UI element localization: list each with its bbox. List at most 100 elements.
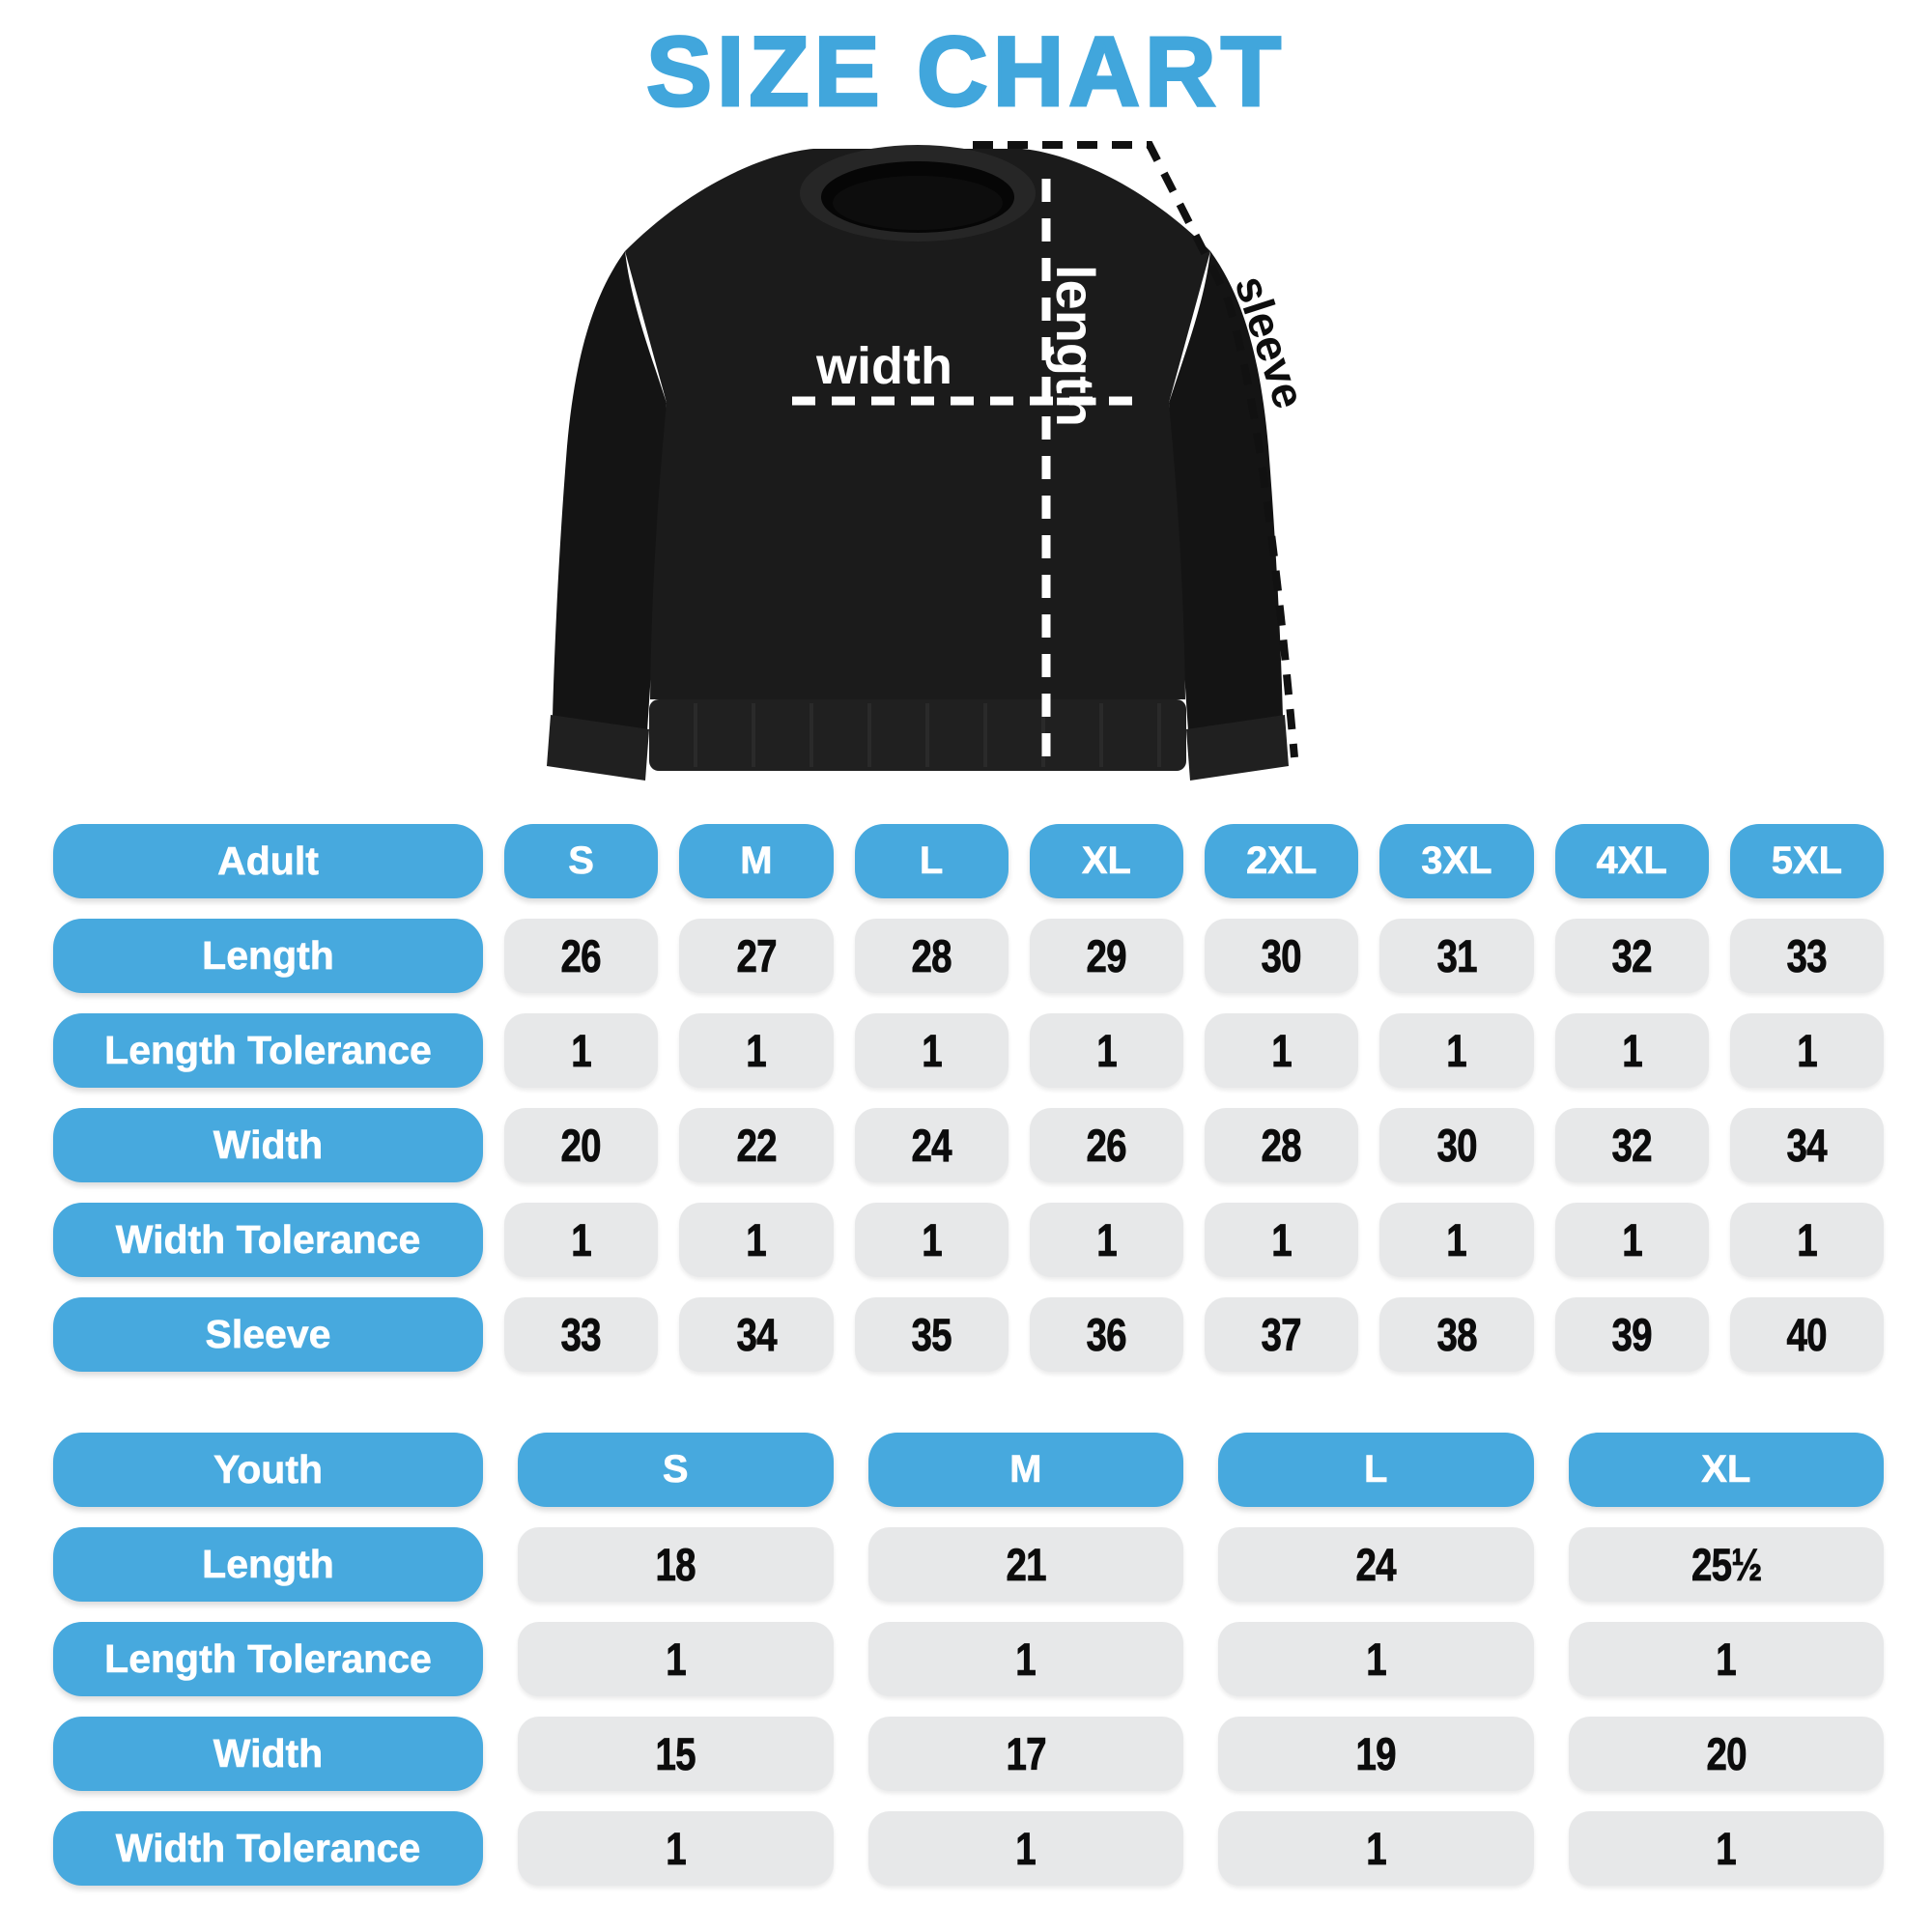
adult-size-table: Adult S M L XL 2XL 3XL 4XL 5XL Length 26… [53,824,1884,1392]
adult-header-row: Adult S M L XL 2XL 3XL 4XL 5XL [53,824,1884,898]
size-cell: 33 [1729,919,1884,993]
cell-value: 28 [1262,1120,1303,1172]
cell-value: 1 [1446,1214,1467,1266]
size-cell: 1 [679,1203,834,1277]
adult-size-col-m: M [679,824,834,898]
cell-value: 37 [1262,1309,1303,1361]
youth-header-row: Youth S M L XL [53,1433,1884,1507]
cell-value: 1 [1365,1823,1387,1875]
cell-value: 1 [746,1214,767,1266]
cell-value: 1 [921,1025,942,1077]
size-cell: 1 [867,1811,1183,1886]
cell-value: 1 [571,1214,592,1266]
sweatshirt-right-cuff [1186,715,1289,781]
cell-value: 39 [1611,1309,1653,1361]
sweatshirt-torso [625,149,1210,699]
size-cell: 29 [1029,919,1183,993]
size-cell: 39 [1554,1297,1709,1372]
cell-value: 1 [1716,1823,1737,1875]
cell-value: 1 [1015,1823,1037,1875]
cell-value: 25½ [1690,1539,1762,1591]
size-cell: 1 [1205,1013,1359,1088]
cell-value: 1 [1365,1634,1387,1686]
adult-width-row: Width 20 22 24 26 28 30 32 34 [53,1108,1884,1182]
cell-value: 27 [736,930,778,982]
cell-value: 26 [561,930,603,982]
cell-value: 24 [911,1120,952,1172]
size-cell: 1 [679,1013,834,1088]
cell-value: 1 [1271,1025,1293,1077]
adult-header-label: Adult [53,824,483,898]
size-cell: 20 [504,1108,659,1182]
size-cell: 1 [1029,1203,1183,1277]
cell-value: 28 [911,930,952,982]
youth-size-col-l: L [1218,1433,1534,1507]
cell-value: 30 [1436,1120,1478,1172]
cell-value: 26 [1086,1120,1127,1172]
row-label: Width Tolerance [53,1203,483,1277]
size-cell: 32 [1554,919,1709,993]
cell-value: 22 [736,1120,778,1172]
youth-size-col-m: M [867,1433,1183,1507]
youth-size-table: Youth S M L XL Length 18 21 24 25½ Lengt… [53,1433,1884,1906]
cell-value: 18 [655,1539,696,1591]
sweatshirt-left-sleeve [553,251,667,731]
cell-value: 40 [1786,1309,1828,1361]
row-label: Length Tolerance [53,1013,483,1088]
size-cell: 36 [1029,1297,1183,1372]
cell-value: 34 [736,1309,778,1361]
size-cell: 1 [1568,1622,1884,1696]
cell-value: 32 [1611,930,1653,982]
sweatshirt-collar-inner-shadow [833,176,1003,230]
cell-value: 29 [1086,930,1127,982]
adult-size-col-4xl: 4XL [1554,824,1709,898]
size-cell: 34 [1729,1108,1884,1182]
adult-width-tolerance-row: Width Tolerance 1 1 1 1 1 1 1 1 [53,1203,1884,1277]
cell-value: 33 [561,1309,603,1361]
adult-size-col-s: S [504,824,659,898]
size-cell: 34 [679,1297,834,1372]
cell-value: 38 [1436,1309,1478,1361]
cell-value: 31 [1436,930,1478,982]
cell-value: 19 [1355,1728,1397,1780]
size-cell: 40 [1729,1297,1884,1372]
size-cell: 18 [518,1527,834,1602]
size-cell: 1 [518,1811,834,1886]
width-label: width [815,337,952,395]
adult-size-col-3xl: 3XL [1379,824,1534,898]
row-label: Length [53,1527,483,1602]
size-cell: 17 [867,1717,1183,1791]
row-label: Sleeve [53,1297,483,1372]
adult-sleeve-row: Sleeve 33 34 35 36 37 38 39 40 [53,1297,1884,1372]
cell-value: 1 [1096,1025,1118,1077]
size-cell: 1 [867,1622,1183,1696]
size-cell: 1 [1729,1203,1884,1277]
cell-value: 20 [561,1120,603,1172]
sweatshirt-measurement-diagram: width length sleeve [531,108,1315,813]
size-cell: 37 [1205,1297,1359,1372]
size-cell: 1 [1568,1811,1884,1886]
cell-value: 1 [665,1823,687,1875]
size-cell: 31 [1379,919,1534,993]
size-cell: 20 [1568,1717,1884,1791]
size-cell: 1 [1218,1811,1534,1886]
size-cell: 26 [1029,1108,1183,1182]
cell-value: 1 [1621,1214,1642,1266]
cell-value: 33 [1786,930,1828,982]
size-cell: 1 [1205,1203,1359,1277]
sweatshirt-hem-band [649,699,1186,771]
size-cell: 1 [1379,1203,1534,1277]
size-cell: 28 [1205,1108,1359,1182]
sweatshirt-left-cuff [547,715,649,781]
adult-length-row: Length 26 27 28 29 30 31 32 33 [53,919,1884,993]
cell-value: 34 [1786,1120,1828,1172]
cell-value: 24 [1355,1539,1397,1591]
size-cell: 30 [1205,919,1359,993]
size-cell: 27 [679,919,834,993]
cell-value: 36 [1086,1309,1127,1361]
size-cell: 1 [854,1203,1009,1277]
size-cell: 33 [504,1297,659,1372]
cell-value: 21 [1006,1539,1047,1591]
size-cell: 24 [854,1108,1009,1182]
size-cell: 1 [1729,1013,1884,1088]
